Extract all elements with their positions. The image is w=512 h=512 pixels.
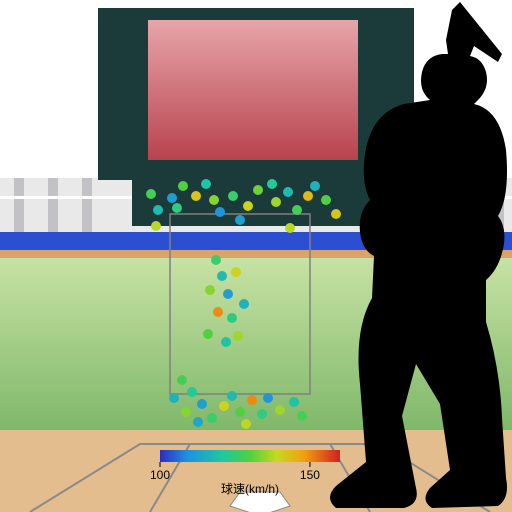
pitch-point bbox=[203, 329, 213, 339]
pitch-point bbox=[146, 189, 156, 199]
pitch-point bbox=[211, 255, 221, 265]
pitch-point bbox=[303, 191, 313, 201]
pitch-point bbox=[271, 197, 281, 207]
pitch-point bbox=[172, 203, 182, 213]
pitch-point bbox=[221, 337, 231, 347]
stands-column bbox=[14, 178, 24, 232]
pitch-point bbox=[257, 409, 267, 419]
pitch-point bbox=[169, 393, 179, 403]
pitch-point bbox=[228, 191, 238, 201]
colorbar bbox=[160, 450, 340, 462]
pitch-point bbox=[177, 375, 187, 385]
stands-column bbox=[48, 178, 58, 232]
pitch-point bbox=[151, 221, 161, 231]
pitch-point bbox=[153, 205, 163, 215]
stands-column bbox=[82, 178, 92, 232]
pitch-point bbox=[321, 195, 331, 205]
pitch-point bbox=[209, 195, 219, 205]
pitch-point bbox=[187, 387, 197, 397]
pitch-point bbox=[283, 187, 293, 197]
pitch-point bbox=[253, 185, 263, 195]
pitch-point bbox=[217, 271, 227, 281]
pitch-point bbox=[331, 209, 341, 219]
pitch-point bbox=[233, 331, 243, 341]
pitch-point bbox=[289, 397, 299, 407]
pitch-point bbox=[227, 391, 237, 401]
pitch-point bbox=[181, 407, 191, 417]
pitch-point bbox=[193, 417, 203, 427]
pitch-point bbox=[219, 401, 229, 411]
pitch-point bbox=[231, 267, 241, 277]
pitch-point bbox=[292, 205, 302, 215]
pitch-point bbox=[201, 179, 211, 189]
scoreboard-screen bbox=[148, 20, 358, 160]
pitch-point bbox=[205, 285, 215, 295]
pitch-point bbox=[213, 307, 223, 317]
colorbar-tick-label: 150 bbox=[300, 468, 320, 482]
colorbar-label: 球速(km/h) bbox=[221, 482, 279, 496]
pitch-point bbox=[207, 413, 217, 423]
pitch-point bbox=[227, 313, 237, 323]
pitch-point bbox=[191, 191, 201, 201]
pitch-point bbox=[178, 181, 188, 191]
pitch-point bbox=[241, 419, 251, 429]
pitch-point bbox=[247, 395, 257, 405]
pitch-point bbox=[285, 223, 295, 233]
pitch-point bbox=[197, 399, 207, 409]
pitch-point bbox=[263, 393, 273, 403]
pitch-chart-stage: 100 150 球速(km/h) bbox=[0, 0, 512, 512]
pitch-point bbox=[235, 215, 245, 225]
colorbar-tick-label: 100 bbox=[150, 468, 170, 482]
pitch-point bbox=[167, 193, 177, 203]
pitch-point bbox=[297, 411, 307, 421]
pitch-point bbox=[239, 299, 249, 309]
pitch-point bbox=[310, 181, 320, 191]
pitch-point bbox=[223, 289, 233, 299]
pitch-point bbox=[267, 179, 277, 189]
pitch-point bbox=[215, 207, 225, 217]
pitch-point bbox=[243, 201, 253, 211]
pitch-point bbox=[235, 407, 245, 417]
pitch-point bbox=[275, 405, 285, 415]
